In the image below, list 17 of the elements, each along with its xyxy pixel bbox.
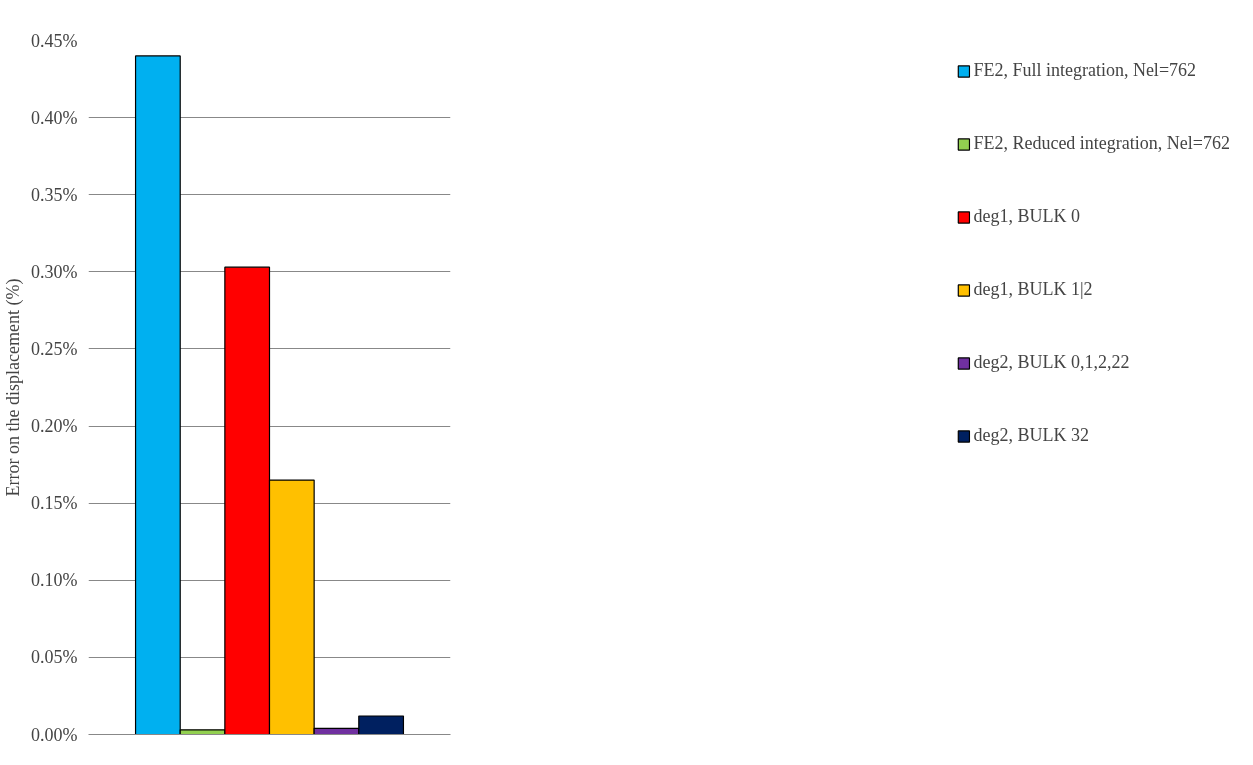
y-tick-label: 0.35% xyxy=(31,184,78,205)
legend-label: deg1, BULK 1|2 xyxy=(973,279,1093,300)
y-tick-label: 0.25% xyxy=(31,338,78,359)
y-tick-label: 0.05% xyxy=(31,647,78,668)
y-tick-label: 0.40% xyxy=(31,107,78,128)
y-tick-label: 0.30% xyxy=(31,261,78,282)
y-tick-label: 0.15% xyxy=(31,493,78,514)
legend-label: deg2, BULK 0,1,2,22 xyxy=(973,352,1130,373)
legend-label: deg2, BULK 32 xyxy=(973,425,1089,446)
y-tick-label: 0.20% xyxy=(31,416,78,437)
legend-label: FE2, Reduced integration, Nel=762 xyxy=(973,133,1230,154)
y-axis-title: Error on the displacement (%) xyxy=(3,278,25,497)
y-tick-label: 0.00% xyxy=(31,724,78,745)
y-tick-label: 0.45% xyxy=(31,30,78,51)
y-tick-label: 0.10% xyxy=(31,570,78,591)
legend-label: FE2, Full integration, Nel=762 xyxy=(973,60,1197,81)
legend-label: deg1, BULK 0 xyxy=(973,206,1080,227)
